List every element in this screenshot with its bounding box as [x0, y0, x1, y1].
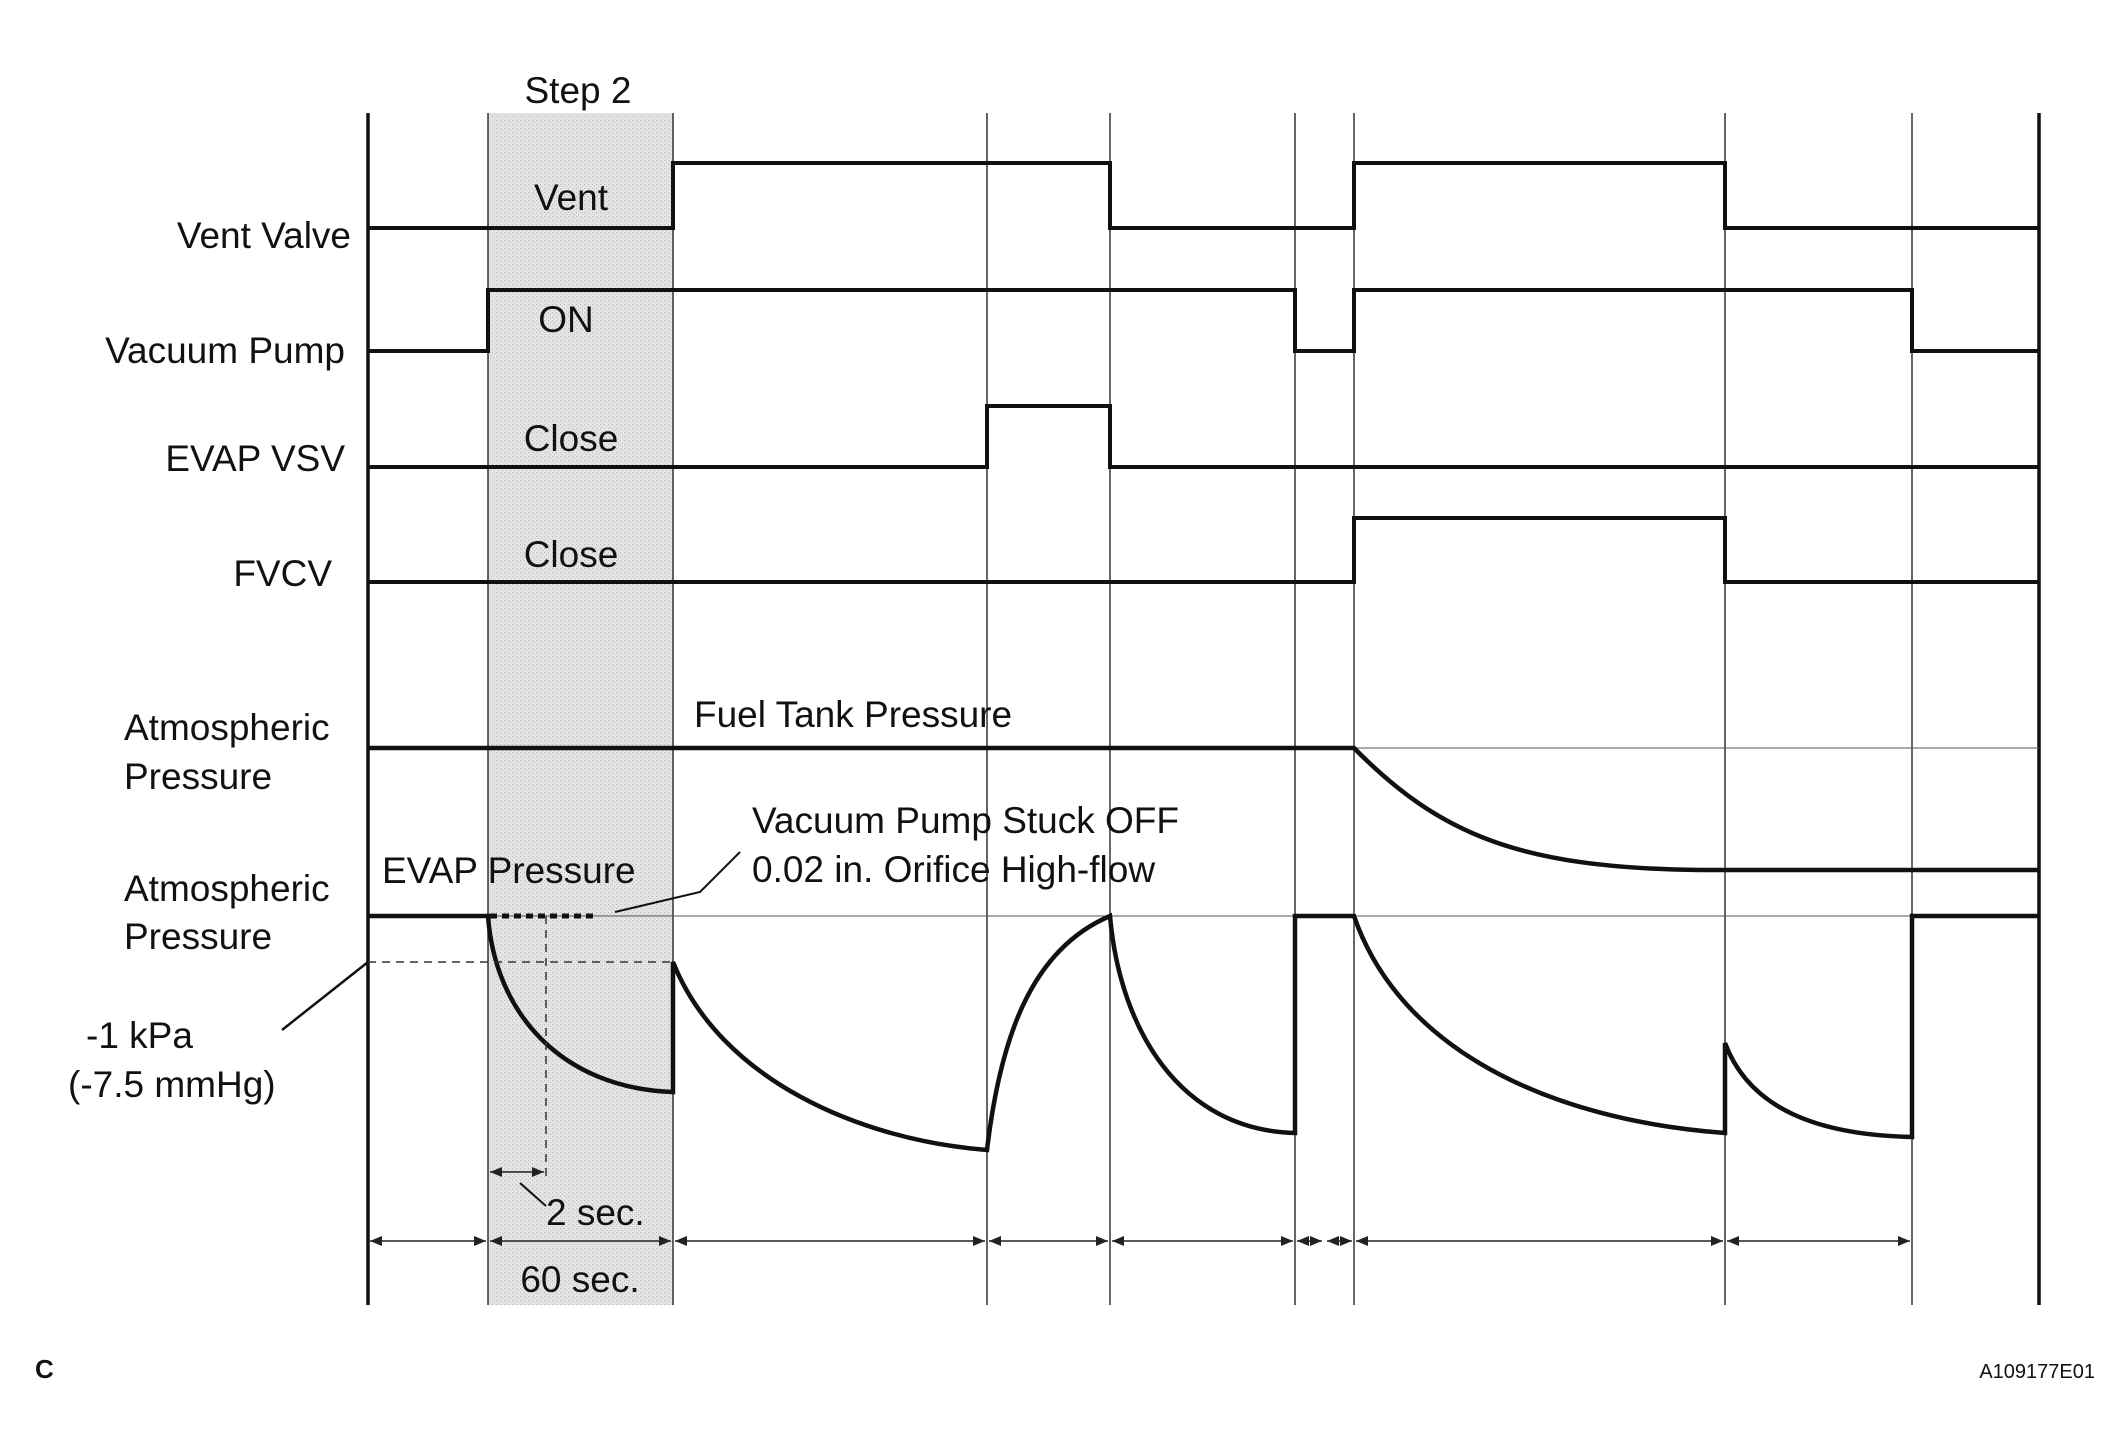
step-label: Step 2 [525, 70, 632, 111]
evap-atm-label-line1: Atmospheric [124, 868, 330, 909]
evap-vsv-waveform [368, 404, 2039, 469]
callout-line2: 0.02 in. Orifice High-flow [752, 849, 1155, 890]
callout-line1: Vacuum Pump Stuck OFF [752, 800, 1179, 841]
sixty-sec-label: 60 sec. [520, 1259, 639, 1300]
fvcv-label: FVCV [233, 553, 332, 594]
vacuum-pump-waveform [368, 288, 2039, 353]
evap-vsv-state-label: Close [524, 418, 619, 459]
fuel-tank-pressure-label: Fuel Tank Pressure [694, 694, 1012, 735]
two-sec-leader-line [519, 1182, 547, 1207]
fuel-tank-pressure-curve [368, 745, 2039, 873]
fuel-tank-atm-label-line1: Atmospheric [124, 707, 330, 748]
figure-id: A109177E01 [1979, 1361, 2095, 1383]
fuel-tank-atm-label-line2: Pressure [124, 756, 272, 797]
fvcv-waveform [368, 516, 2039, 584]
evap-vsv-label: EVAP VSV [165, 438, 345, 479]
threshold-leader-line [281, 961, 369, 1031]
two-sec-label: 2 sec. [546, 1192, 645, 1233]
fvcv-state-label: Close [524, 534, 619, 575]
footer-code: C [35, 1354, 54, 1384]
evap-pressure-curve [368, 912, 2039, 1153]
step-2-shaded-band [488, 113, 673, 1305]
vent-valve-label: Vent Valve [177, 215, 351, 256]
diagram-border-lines [366, 113, 2041, 1305]
vent-state-label: Vent [534, 177, 609, 218]
evap-pressure-label: EVAP Pressure [382, 850, 636, 891]
vacuum-pump-label: Vacuum Pump [105, 330, 345, 371]
pump-state-label: ON [538, 299, 594, 340]
callout-leader-line [614, 851, 741, 913]
threshold-label-line2: (-7.5 mmHg) [68, 1064, 276, 1105]
evap-atm-label-line2: Pressure [124, 916, 272, 957]
threshold-label-line1: -1 kPa [86, 1015, 193, 1056]
vent-valve-waveform [368, 161, 2039, 230]
